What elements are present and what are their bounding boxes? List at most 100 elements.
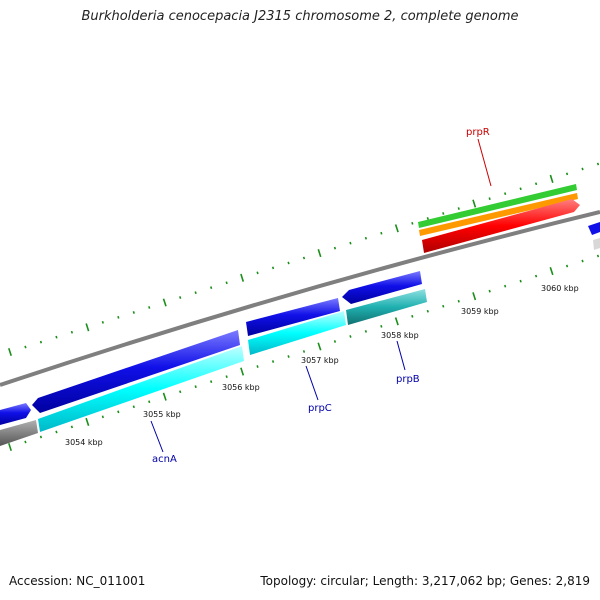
outer-ring-minor-tick: [426, 217, 429, 220]
inner-ring-minor-tick: [596, 254, 600, 258]
inner-ring-major-tick: [240, 367, 245, 376]
outer-ring-minor-tick: [210, 286, 213, 290]
outer-ring-minor-tick: [194, 291, 197, 295]
outer-ring-minor-tick: [55, 335, 58, 339]
inner-ring-minor-tick: [24, 440, 27, 444]
outer-ring-minor-tick: [117, 315, 120, 319]
inner-ring-minor-tick: [70, 425, 74, 429]
inner-ring-minor-tick: [534, 274, 538, 278]
inner-ring-major-tick: [85, 417, 90, 426]
inner-ring-minor-tick: [117, 410, 120, 414]
outer-ring-minor-tick: [24, 345, 27, 349]
outer-ring-minor-tick: [488, 197, 491, 201]
feature-green-bar: [418, 184, 577, 228]
map-title: Burkholderia cenocepacia J2315 chromosom…: [81, 9, 519, 24]
outer-tick-ring: [8, 162, 600, 357]
inner-ring-minor-tick: [519, 279, 522, 283]
inner-ring-minor-tick: [364, 330, 368, 333]
gene-acnA-upper[interactable]: [32, 330, 240, 413]
leader-line-prpC: [305, 365, 319, 401]
tick-label-3057: 3057 kbp: [301, 356, 339, 365]
inner-ring-major-tick: [394, 317, 399, 326]
accession-text: Accession: NC_011001: [9, 574, 146, 588]
chromosome-backbone: [0, 210, 600, 387]
genome-summary-text: Topology: circular; Length: 3,217,062 bp…: [260, 574, 590, 588]
gene-label-prpB[interactable]: prpB: [396, 374, 420, 385]
gene-left-partial-gray[interactable]: [0, 420, 38, 446]
inner-ring-minor-tick: [194, 385, 197, 389]
gene-prpB[interactable]: [346, 289, 427, 325]
outer-ring-minor-tick: [39, 340, 43, 344]
outer-ring-minor-tick: [302, 256, 306, 260]
gene-label-acnA[interactable]: acnA: [152, 454, 177, 465]
inner-ring-minor-tick: [132, 405, 135, 409]
gene-prpB-upper[interactable]: [342, 271, 422, 304]
outer-ring-minor-tick: [504, 192, 507, 196]
inner-ring-minor-tick: [442, 304, 445, 308]
outer-ring-major-tick: [549, 174, 554, 183]
tick-label-3059: 3059 kbp: [461, 307, 499, 316]
outer-ring-minor-tick: [256, 271, 259, 275]
gene-prpR[interactable]: [422, 199, 580, 253]
outer-ring-minor-tick: [132, 311, 135, 314]
outer-ring-minor-tick: [534, 182, 538, 186]
inner-ring-minor-tick: [581, 259, 584, 263]
outer-ring-minor-tick: [70, 330, 74, 334]
gene-prpC-upper[interactable]: [246, 298, 340, 336]
outer-ring-major-tick: [85, 323, 90, 332]
outer-ring-minor-tick: [596, 162, 600, 166]
inner-ring-minor-tick: [302, 350, 306, 353]
feature-partial-right-gray: [593, 238, 600, 250]
gene-partial-right[interactable]: [588, 222, 600, 235]
inner-ring-major-tick: [162, 392, 167, 401]
inner-ring-minor-tick: [488, 289, 491, 293]
inner-ring-minor-tick: [457, 299, 460, 303]
inner-tick-ring: [8, 254, 600, 452]
gene-label-prpC[interactable]: prpC: [308, 403, 332, 414]
inner-ring-minor-tick: [426, 309, 429, 313]
tick-label-3055: 3055 kbp: [143, 410, 181, 419]
inner-ring-minor-tick: [271, 360, 275, 363]
inner-ring-minor-tick: [55, 430, 58, 434]
outer-ring-minor-tick: [565, 172, 569, 176]
outer-ring-minor-tick: [442, 212, 445, 215]
outer-ring-major-tick: [162, 298, 167, 307]
leader-line-prpR: [477, 138, 492, 187]
tick-label-3054: 3054 kbp: [65, 438, 103, 447]
leader-line-prpB: [396, 340, 406, 371]
outer-ring-minor-tick: [457, 207, 460, 210]
outer-ring-major-tick: [8, 347, 12, 357]
tick-label-3058: 3058 kbp: [381, 331, 419, 340]
outer-ring-major-tick: [240, 273, 245, 282]
tick-label-3060: 3060 kbp: [541, 284, 579, 293]
inner-ring-minor-tick: [210, 380, 213, 384]
outer-ring-major-tick: [472, 199, 477, 208]
inner-ring-major-tick: [317, 342, 322, 351]
inner-ring-minor-tick: [101, 415, 104, 419]
inner-ring-minor-tick: [148, 400, 151, 404]
outer-ring-minor-tick: [225, 281, 228, 285]
inner-ring-minor-tick: [504, 284, 507, 288]
inner-ring-minor-tick: [287, 355, 290, 358]
outer-ring-minor-tick: [101, 320, 104, 324]
outer-ring-minor-tick: [349, 241, 352, 245]
inner-ring-major-tick: [549, 267, 554, 276]
outer-ring-minor-tick: [411, 221, 414, 225]
outer-ring-major-tick: [394, 224, 399, 233]
inner-ring-minor-tick: [179, 390, 182, 394]
outer-ring-minor-tick: [333, 246, 337, 250]
outer-ring-minor-tick: [364, 236, 368, 240]
gene-acnA[interactable]: [38, 346, 244, 432]
inner-ring-major-tick: [472, 292, 477, 301]
feature-orange-bar: [419, 193, 578, 236]
inner-ring-major-tick: [8, 442, 12, 452]
outer-ring-minor-tick: [287, 261, 290, 265]
inner-ring-minor-tick: [39, 435, 43, 439]
gene-prpC[interactable]: [248, 311, 346, 355]
outer-ring-minor-tick: [179, 296, 182, 299]
gene-left-partial-blue[interactable]: [0, 403, 31, 425]
inner-ring-minor-tick: [565, 264, 569, 268]
leader-line-acnA: [150, 420, 164, 453]
gene-label-prpR[interactable]: prpR: [466, 127, 490, 138]
